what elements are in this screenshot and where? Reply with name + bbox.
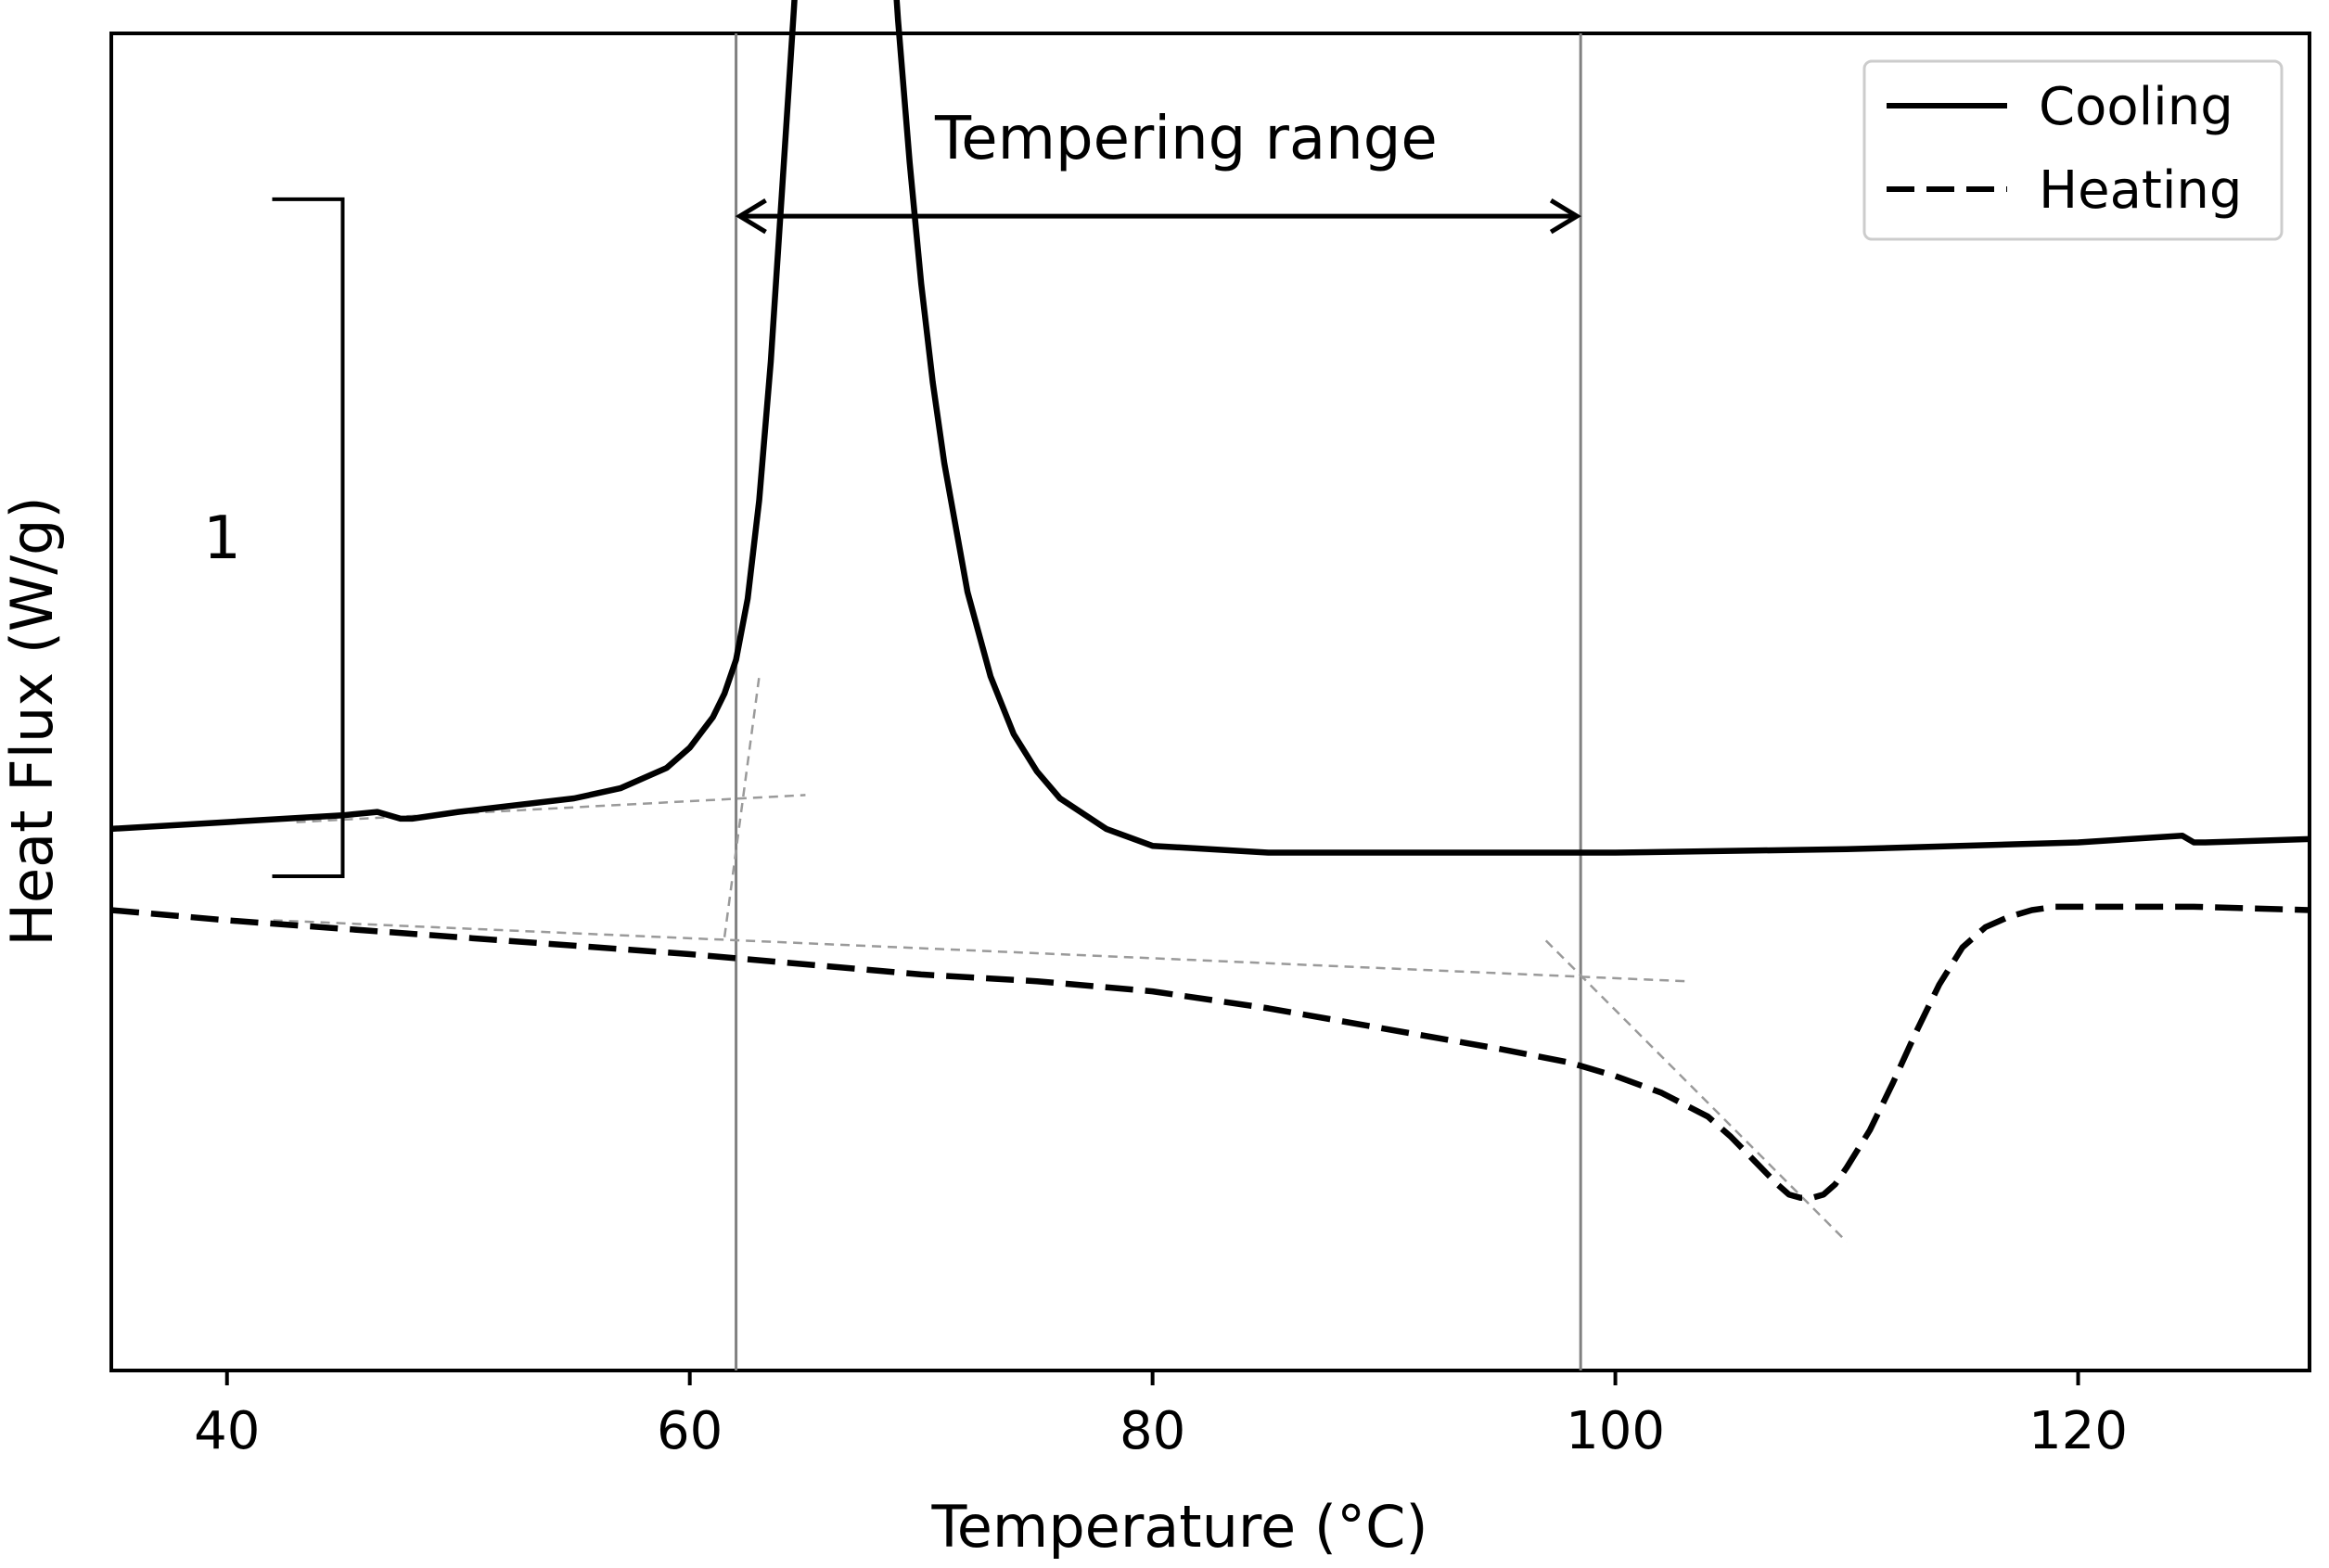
- tangent-cooling-2: [723, 676, 761, 937]
- legend-label-heating: Heating: [2039, 160, 2242, 221]
- x-tick-label-120: 120: [2028, 1401, 2128, 1461]
- tangent-heating-2: [1544, 939, 1848, 1243]
- legend-label-cooling: Cooling: [2039, 77, 2233, 137]
- x-tick-label-100: 100: [1566, 1401, 1665, 1461]
- series-line-heating: [110, 903, 2310, 1202]
- y-axis-label: Heat Flux (W/g): [0, 496, 66, 946]
- scale-bar-label: 1: [203, 504, 241, 573]
- scale-bar: 1: [203, 197, 345, 879]
- plot-frame: [109, 32, 2311, 1372]
- x-axis-ticks: 40 60 80 100 120: [194, 1370, 2128, 1461]
- tangent-cooling-1: [296, 794, 806, 823]
- x-tick-label-80: 80: [1120, 1401, 1185, 1461]
- arrow-head-right: [1549, 198, 1581, 235]
- x-axis-label: Temperature (°C): [930, 1493, 1427, 1561]
- data-series: [110, 0, 2310, 1202]
- tangent-heating-1: [273, 919, 1685, 983]
- vertical-reference-lines: [735, 33, 1582, 1370]
- scale-bar-bracket: [272, 197, 345, 879]
- legend: Cooling Heating: [1862, 59, 2284, 241]
- x-tick-label-40: 40: [194, 1401, 260, 1461]
- series-line-cooling: [110, 0, 2310, 856]
- tempering-range-label: Tempering range: [934, 105, 1438, 173]
- onset-tangent-lines: [273, 676, 1848, 1243]
- tempering-range-annotation: Tempering range: [735, 105, 1581, 235]
- arrow-head-left: [735, 198, 767, 235]
- x-tick-label-60: 60: [657, 1401, 723, 1461]
